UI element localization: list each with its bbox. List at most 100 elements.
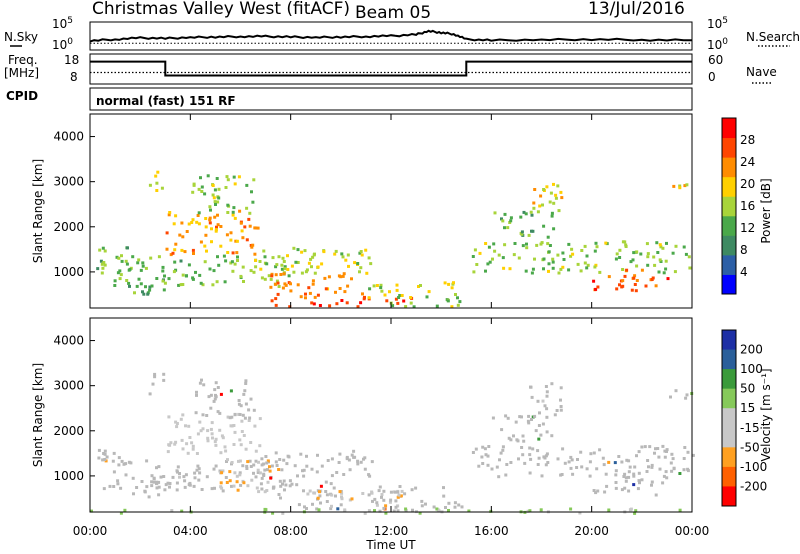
colorbar-tick: 200	[740, 343, 763, 357]
scatter-cell	[165, 247, 169, 251]
scatter-cell	[252, 270, 256, 274]
scatter-cell	[247, 408, 251, 412]
y-tick-label: 1000	[53, 469, 84, 483]
scatter-cell	[533, 188, 537, 191]
scatter-cell	[552, 227, 556, 231]
scatter-cell	[175, 422, 179, 425]
scatter-cell	[541, 422, 545, 426]
y-tick-label: 3000	[53, 175, 84, 189]
scatter-cell	[266, 468, 269, 472]
scatter-cell	[595, 245, 599, 249]
scatter-cell	[557, 271, 561, 275]
scatter-cell	[382, 489, 386, 493]
scatter-cell	[137, 258, 141, 262]
scatter-cell	[269, 476, 273, 480]
colorbar-tick: -15	[740, 421, 760, 435]
scatter-cell	[233, 182, 237, 186]
scatter-cell	[306, 492, 310, 496]
scatter-cell	[112, 451, 116, 455]
scatter-cell	[307, 286, 311, 290]
scatter-cell	[230, 415, 234, 419]
scatter-cell	[632, 276, 636, 280]
scatter-cell	[509, 216, 513, 220]
scatter-cell	[323, 276, 327, 280]
scatter-cell	[340, 299, 344, 302]
scatter-cell	[392, 509, 396, 513]
scatter-cell	[191, 444, 195, 448]
scatter-cell	[326, 459, 330, 462]
scatter-cell	[400, 294, 404, 297]
scatter-cell	[520, 446, 524, 449]
colorbar-tick: 28	[740, 133, 755, 147]
scatter-cell	[281, 511, 285, 515]
scatter-cell	[228, 470, 232, 474]
scatter-cell	[205, 249, 208, 253]
colorbar-tick: 4	[740, 265, 748, 279]
scatter-cell	[644, 284, 648, 288]
scatter-cell	[243, 389, 247, 393]
scatter-cell	[98, 248, 102, 252]
x-axis-ticks: 00:00 04:00 08:00 12:00 16:00 20:00 00:00	[73, 114, 709, 538]
scatter-cell	[593, 249, 597, 253]
scatter-cell	[257, 490, 261, 494]
scatter-cell	[151, 382, 155, 386]
scatter-cell	[120, 459, 124, 463]
scatter-cell	[363, 456, 367, 460]
scatter-cell	[583, 261, 587, 265]
scatter-cell	[214, 381, 218, 385]
scatter-cell	[157, 465, 161, 469]
colorbar-segment	[722, 349, 736, 370]
scatter-cell	[205, 414, 209, 417]
scatter-cell	[385, 299, 389, 303]
scatter-cell	[217, 187, 221, 191]
scatter-cell	[317, 508, 321, 512]
scatter-cell	[450, 305, 454, 309]
scatter-cell	[329, 482, 333, 486]
scatter-cell	[240, 419, 244, 423]
scatter-cell	[237, 459, 240, 463]
scatter-cell	[150, 480, 154, 484]
scatter-cell	[282, 272, 286, 276]
scatter-cell	[384, 511, 388, 515]
scatter-cell	[536, 399, 540, 403]
scatter-cell	[167, 277, 171, 281]
scatter-cell	[289, 289, 293, 293]
scatter-cell	[197, 467, 201, 471]
scatter-cell	[299, 295, 303, 299]
scatter-cell	[684, 396, 688, 400]
scatter-cell	[259, 267, 263, 271]
scatter-cell	[617, 455, 621, 458]
scatter-cell	[453, 501, 457, 505]
colorbar-segment	[722, 466, 736, 487]
scatter-cell	[214, 437, 218, 441]
scatter-cell	[318, 494, 322, 498]
scatter-cell	[526, 419, 530, 423]
scatter-cell	[197, 222, 201, 226]
scatter-cell	[213, 188, 217, 192]
scatter-cell	[542, 224, 546, 228]
scatter-cell	[658, 258, 662, 262]
colorbar-tick: -200	[740, 479, 767, 493]
scatter-cell	[257, 460, 260, 464]
scatter-cell	[202, 383, 206, 387]
scatter-cell	[367, 509, 371, 513]
scatter-cell	[252, 178, 256, 182]
scatter-cell	[157, 255, 161, 259]
scatter-cell	[226, 458, 229, 462]
scatter-cell	[230, 260, 234, 264]
scatter-cell	[126, 246, 129, 250]
scatter-cell	[531, 267, 535, 271]
scatter-cell	[290, 482, 294, 486]
scatter-cell	[636, 487, 640, 491]
scatter-cell	[508, 267, 512, 271]
scatter-cell	[683, 184, 687, 188]
scatter-cell	[512, 434, 515, 438]
scatter-cell	[624, 479, 628, 483]
colorbar-segment	[722, 215, 736, 236]
scatter-cell	[310, 467, 314, 471]
scatter-cell	[206, 174, 210, 178]
scatter-cell	[556, 184, 560, 188]
scatter-cell	[277, 255, 281, 259]
scatter-cell	[223, 445, 227, 449]
scatter-cell	[391, 304, 395, 308]
